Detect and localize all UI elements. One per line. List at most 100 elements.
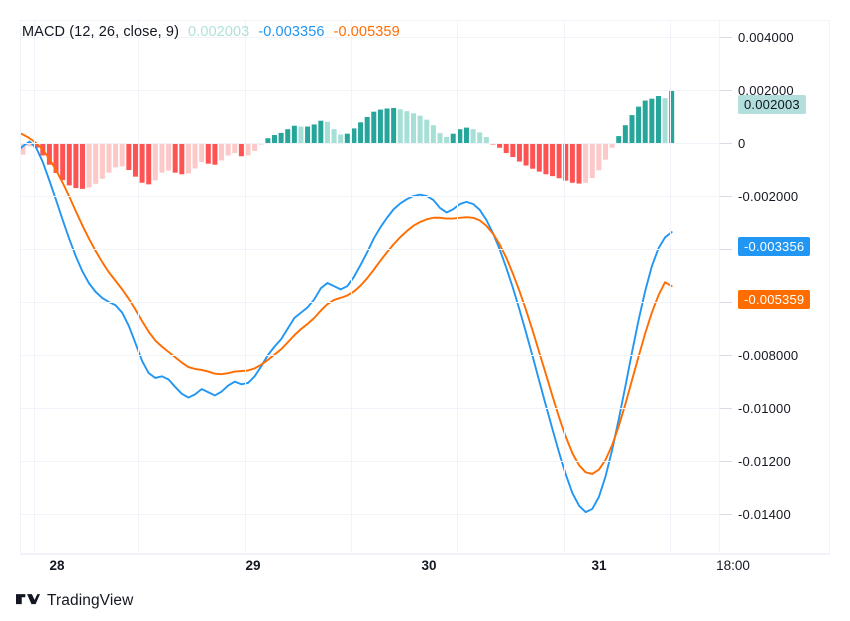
histogram-bar	[53, 142, 59, 173]
time-axis-tick-label: 30	[421, 558, 437, 573]
histogram-bar	[126, 142, 132, 171]
histogram-bar	[318, 120, 324, 143]
histogram-bar	[291, 125, 297, 143]
histogram-bar	[146, 142, 152, 185]
histogram-bar	[305, 126, 311, 143]
histogram-bar	[523, 142, 529, 166]
tradingview-logo[interactable]: TradingView	[16, 592, 133, 610]
histogram-bar	[33, 142, 39, 148]
legend-macd-value: -0.003356	[258, 24, 325, 40]
price-axis[interactable]: 0.0040000.0020000-0.002000-0.004000-0.00…	[720, 21, 829, 554]
tick-dash	[720, 195, 732, 197]
histogram-bar	[132, 142, 138, 177]
time-axis[interactable]: 28 29 30 31 18:00	[21, 554, 830, 578]
signal-line	[21, 132, 673, 475]
price-axis-tick: -0.01000	[720, 401, 829, 416]
signal-price-badge[interactable]: -0.005359	[738, 290, 811, 309]
price-axis-tick: 0.002000	[720, 82, 829, 98]
gridline-h-3	[21, 196, 719, 197]
histogram-bar	[636, 106, 642, 143]
gridline-v-6	[670, 21, 671, 554]
histogram-bar	[404, 111, 410, 143]
time-axis-tick-label: 18:00	[716, 558, 750, 573]
time-axis-tick-label: 29	[245, 558, 261, 573]
histogram-bar	[46, 142, 52, 165]
gridline-h-4	[21, 249, 719, 250]
histogram-bar	[285, 129, 291, 143]
histogram-bar	[252, 142, 258, 151]
gridline-h-8	[21, 461, 719, 462]
price-axis-tick-label: 0	[738, 135, 746, 151]
macd-line	[21, 140, 673, 514]
histogram-bar	[219, 142, 225, 161]
plot-area[interactable]	[21, 21, 719, 554]
tradingview-mark-icon	[16, 593, 40, 609]
price-axis-tick: -0.002000	[720, 188, 829, 204]
gridline-h-1	[21, 90, 719, 91]
price-axis-tick: -0.01400	[720, 507, 829, 522]
price-axis-tick-label: 0.002000	[738, 82, 794, 98]
histogram-bar	[589, 142, 595, 178]
tick-dash	[720, 36, 732, 38]
histogram-bar	[384, 108, 390, 143]
histogram-bar	[271, 135, 277, 143]
gridline-h-5	[21, 302, 719, 303]
price-axis-tick-label: -0.002000	[738, 188, 799, 204]
histogram-bar	[364, 116, 370, 143]
price-axis-tick: -0.01200	[720, 453, 829, 469]
price-axis-tick-label: -0.01200	[738, 453, 791, 469]
histogram-bar	[569, 142, 575, 183]
histogram-bar	[324, 121, 330, 143]
histogram-bar	[530, 142, 536, 169]
histogram-bar	[576, 142, 582, 184]
histogram-bar	[351, 128, 357, 143]
macd-price-badge[interactable]: -0.003356	[738, 237, 811, 256]
tick-dash	[720, 142, 732, 144]
series-layer	[21, 89, 675, 514]
gridline-h-7	[21, 408, 719, 409]
tick-dash	[720, 89, 732, 91]
histogram-bar	[477, 132, 483, 143]
histogram-bar	[113, 142, 119, 168]
histogram-bar	[662, 98, 668, 143]
histogram-bar	[278, 132, 284, 143]
histogram-bar	[629, 115, 635, 143]
gridline-h-0	[21, 37, 719, 38]
histogram-bar	[397, 109, 403, 143]
histogram-bar	[311, 124, 317, 143]
histogram-bar	[225, 142, 231, 156]
time-axis-tick-label: 28	[49, 558, 65, 573]
price-axis-tick: -0.008000	[720, 347, 829, 363]
gridline-h-9	[21, 514, 719, 515]
histogram-bar	[377, 109, 383, 143]
histogram-bar	[106, 142, 112, 173]
histogram-bar	[536, 142, 542, 172]
histogram-bar	[119, 142, 125, 167]
histogram-bar	[510, 142, 516, 158]
tick-dash	[720, 248, 732, 250]
histogram-bar	[655, 96, 661, 143]
gridline-v-1	[138, 21, 139, 554]
histogram-bar	[463, 127, 469, 143]
histogram-bar	[596, 142, 602, 171]
histogram-bar	[669, 89, 675, 143]
histogram-bar	[238, 142, 244, 157]
price-axis-tick-label: 0.004000	[738, 29, 794, 45]
tick-dash	[720, 460, 732, 462]
histogram-bar	[497, 142, 503, 148]
gridline-v-5	[564, 21, 565, 554]
histogram-bar	[411, 113, 417, 143]
histogram-bar	[616, 136, 622, 143]
histogram-bar	[483, 137, 489, 143]
histogram-bar	[172, 142, 178, 173]
price-axis-tick-label: -0.008000	[738, 347, 799, 363]
histogram-bar	[344, 133, 350, 143]
histogram-bar	[73, 142, 79, 189]
legend[interactable]: MACD (12, 26, close, 9) 0.002003 -0.0033…	[22, 24, 400, 40]
histogram-bar	[166, 142, 172, 171]
histogram-bar	[457, 129, 463, 143]
histogram-bar	[152, 142, 158, 181]
histogram-price-badge[interactable]: 0.002003	[738, 95, 806, 114]
histogram-bar	[192, 142, 198, 169]
